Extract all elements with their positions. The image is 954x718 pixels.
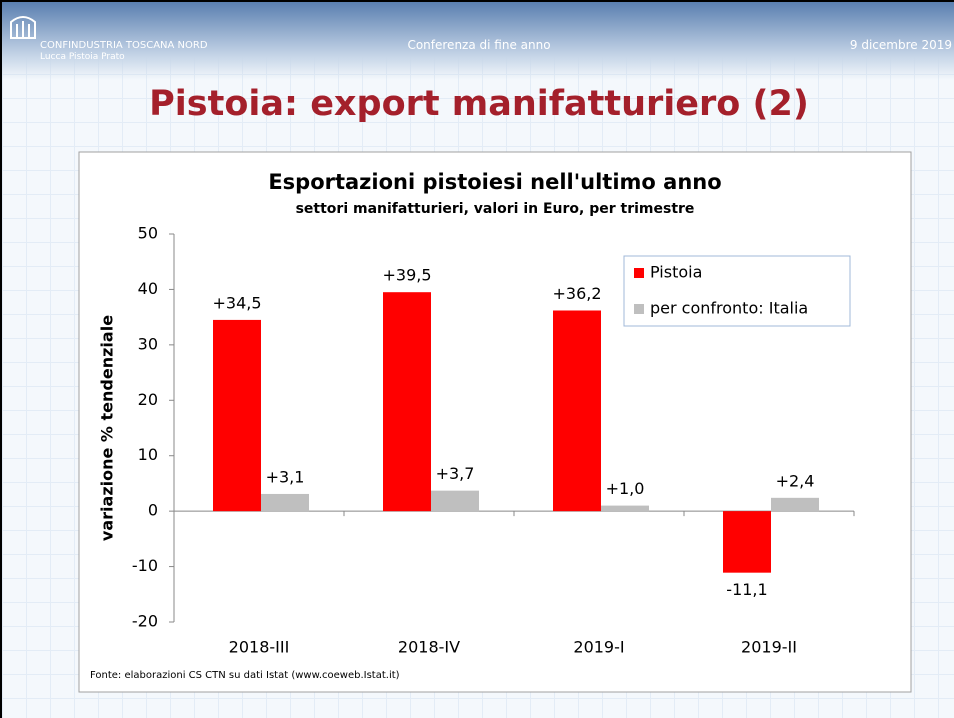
source: Fonte: elaborazioni CS CTN su dati Istat… bbox=[90, 670, 400, 681]
x-tick-label: 2018-IV bbox=[398, 638, 460, 657]
bar bbox=[383, 292, 431, 512]
bar bbox=[553, 310, 601, 512]
value-label: +39,5 bbox=[382, 266, 431, 285]
legend-label: Pistoia bbox=[650, 263, 702, 282]
chart-frame bbox=[78, 151, 912, 693]
bar bbox=[723, 511, 771, 573]
value-label: +1,0 bbox=[606, 479, 645, 498]
value-label: +34,5 bbox=[212, 293, 261, 312]
header-band bbox=[2, 2, 954, 80]
legend-box bbox=[623, 255, 851, 327]
value-label: -11,1 bbox=[726, 580, 767, 599]
event-name: Conferenza di fine anno bbox=[407, 38, 551, 52]
legend-swatch bbox=[634, 268, 644, 278]
logo-sub: Lucca Pistoia Prato bbox=[40, 52, 125, 62]
chart-subtitle: settori manifatturieri, valori in Euro, … bbox=[296, 201, 695, 217]
y-tick-label: 40 bbox=[138, 279, 158, 298]
logo-name: CONFINDUSTRIA TOSCANA NORD bbox=[40, 40, 208, 51]
y-tick-label: 20 bbox=[138, 390, 158, 409]
value-label: +3,7 bbox=[436, 464, 475, 483]
bar bbox=[771, 497, 819, 512]
chart-title: Esportazioni pistoiesi nell'ultimo anno bbox=[268, 170, 721, 194]
x-tick-label: 2018-III bbox=[229, 638, 290, 657]
logo-icon bbox=[10, 16, 36, 39]
value-label: +3,1 bbox=[266, 467, 305, 486]
y-tick-label: 30 bbox=[138, 334, 158, 353]
value-label: +2,4 bbox=[776, 471, 815, 490]
value-label: +36,2 bbox=[552, 284, 601, 303]
bar bbox=[601, 505, 649, 512]
y-tick-label: 10 bbox=[138, 445, 158, 464]
y-tick-label: -10 bbox=[132, 556, 158, 575]
legend-label: per confronto: Italia bbox=[650, 299, 808, 318]
y-tick-label: 50 bbox=[138, 224, 158, 243]
bar bbox=[431, 490, 479, 512]
y-tick-label: -20 bbox=[132, 612, 158, 631]
slide-title: Pistoia: export manifatturiero (2) bbox=[149, 84, 809, 124]
y-tick-label: 0 bbox=[148, 501, 158, 520]
bar bbox=[261, 493, 309, 512]
legend-swatch bbox=[634, 304, 644, 314]
x-tick-label: 2019-II bbox=[741, 638, 797, 657]
x-tick-label: 2019-I bbox=[573, 638, 624, 657]
y-axis-label: variazione % tendenziale bbox=[98, 315, 117, 541]
date: 9 dicembre 2019 bbox=[849, 38, 952, 52]
bar bbox=[213, 319, 261, 512]
